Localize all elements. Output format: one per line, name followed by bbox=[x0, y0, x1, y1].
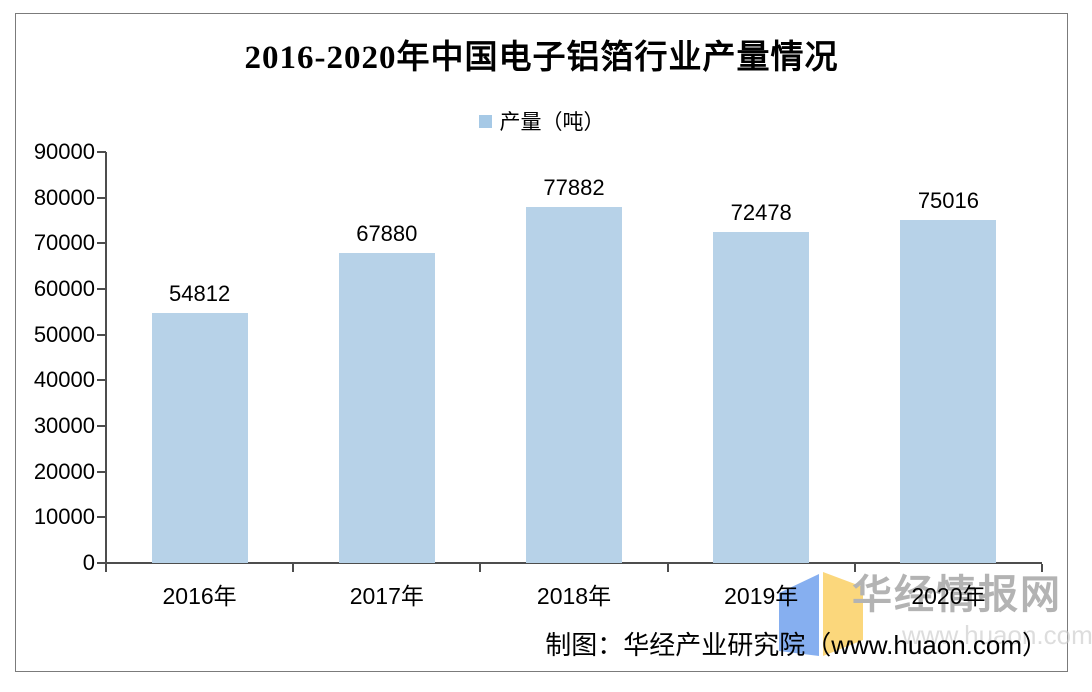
y-tick-label: 20000 bbox=[33, 458, 95, 484]
watermark-brand-text: 华经情报网 bbox=[852, 573, 1062, 617]
x-axis-label: 2017年 bbox=[349, 583, 424, 609]
bar-category: 67880 bbox=[293, 152, 480, 563]
production-bar-2019年 bbox=[713, 232, 810, 563]
chart-title: 2016-2020年中国电子铝箔行业产量情况 bbox=[244, 40, 839, 76]
x-tick-mark bbox=[105, 564, 107, 572]
x-axis-labels: 2016年 2017年 2018年 2019年 2020年 bbox=[106, 577, 1042, 611]
y-tick-label: 80000 bbox=[33, 184, 95, 210]
legend-swatch-icon bbox=[478, 114, 492, 128]
y-tick-label: 90000 bbox=[33, 139, 95, 164]
bar-value-label: 72478 bbox=[730, 200, 792, 226]
x-tick-mark bbox=[1041, 564, 1043, 572]
y-tick-mark bbox=[97, 333, 106, 336]
y-tick-label: 40000 bbox=[33, 367, 95, 393]
y-tick-mark bbox=[97, 288, 106, 290]
y-axis-line bbox=[105, 152, 107, 564]
x-axis-label: 2018年 bbox=[536, 583, 612, 609]
bar-category: 72478 bbox=[668, 152, 855, 563]
watermark-url-text: www.huaon.com bbox=[902, 620, 1092, 650]
y-tick-mark bbox=[97, 516, 106, 519]
bar-category: 75016 bbox=[855, 152, 1042, 563]
y-tick-label: 0 bbox=[82, 550, 95, 575]
y-tick-mark bbox=[97, 379, 106, 382]
y-tick-label: 60000 bbox=[33, 276, 95, 301]
bar-value-label: 77882 bbox=[543, 175, 605, 201]
y-tick-mark bbox=[97, 196, 106, 199]
y-tick-mark bbox=[97, 425, 106, 427]
y-tick-mark bbox=[97, 470, 106, 473]
x-axis-label: 2019年 bbox=[724, 583, 799, 609]
x-axis-label: 2020年 bbox=[911, 583, 986, 609]
production-bar-2017年 bbox=[338, 253, 435, 563]
bar-value-label: 75016 bbox=[917, 188, 979, 214]
attribution-text: 制图：华经产业研究院（www.huaon.com） bbox=[545, 630, 1048, 660]
y-tick-mark bbox=[97, 151, 106, 153]
y-tick-label: 70000 bbox=[33, 230, 95, 256]
x-tick-mark bbox=[666, 564, 669, 572]
bar-category: 54812 bbox=[106, 152, 293, 563]
production-bar-2016年 bbox=[151, 312, 248, 563]
x-tick-mark bbox=[853, 564, 856, 572]
bar-value-label: 54812 bbox=[169, 280, 231, 306]
huajing-logo-icon bbox=[779, 572, 863, 656]
y-tick-label: 30000 bbox=[33, 413, 95, 438]
y-tick-mark bbox=[97, 242, 106, 245]
production-bar-2018年 bbox=[526, 207, 622, 563]
production-bar-2020年 bbox=[900, 220, 997, 563]
legend-label: 产量（吨） bbox=[499, 111, 605, 134]
x-tick-mark bbox=[292, 564, 295, 572]
plot-area: 54812 67880 77882 72478 75016 bbox=[106, 152, 1042, 563]
bar-category: 77882 bbox=[480, 152, 667, 563]
y-tick-label: 10000 bbox=[33, 504, 95, 530]
bar-value-label: 67880 bbox=[356, 221, 418, 247]
x-axis-line bbox=[105, 562, 1042, 564]
y-tick-label: 50000 bbox=[33, 321, 95, 347]
y-tick-mark bbox=[97, 562, 106, 564]
x-axis-label: 2016年 bbox=[162, 583, 237, 609]
legend: 产量（吨） bbox=[15, 106, 1068, 136]
x-tick-mark bbox=[479, 564, 482, 572]
